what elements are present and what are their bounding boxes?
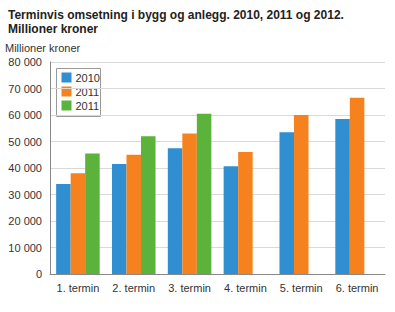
svg-text:6. termin: 6. termin — [336, 282, 379, 294]
svg-text:80 000: 80 000 — [8, 56, 42, 68]
svg-text:40 000: 40 000 — [8, 162, 42, 174]
svg-text:2011: 2011 — [76, 86, 100, 98]
svg-text:Terminvis omsetning i bygg og: Terminvis omsetning i bygg og anlegg. 20… — [8, 8, 344, 22]
svg-text:2011: 2011 — [76, 100, 100, 112]
svg-text:1. termin: 1. termin — [57, 282, 100, 294]
svg-text:50 000: 50 000 — [8, 136, 42, 148]
svg-text:20 000: 20 000 — [8, 215, 42, 227]
svg-text:10 000: 10 000 — [8, 242, 42, 254]
svg-text:30 000: 30 000 — [8, 189, 42, 201]
svg-text:2010: 2010 — [76, 72, 100, 84]
svg-text:Millioner kroner: Millioner kroner — [5, 42, 81, 54]
svg-text:70 000: 70 000 — [8, 83, 42, 95]
svg-text:2. termin: 2. termin — [112, 282, 155, 294]
svg-text:3. termin: 3. termin — [168, 282, 211, 294]
svg-text:0: 0 — [36, 268, 42, 280]
svg-text:5. termin: 5. termin — [280, 282, 323, 294]
svg-text:60 000: 60 000 — [8, 109, 42, 121]
svg-text:Millioner kroner: Millioner kroner — [8, 22, 98, 36]
svg-text:4. termin: 4. termin — [224, 282, 267, 294]
